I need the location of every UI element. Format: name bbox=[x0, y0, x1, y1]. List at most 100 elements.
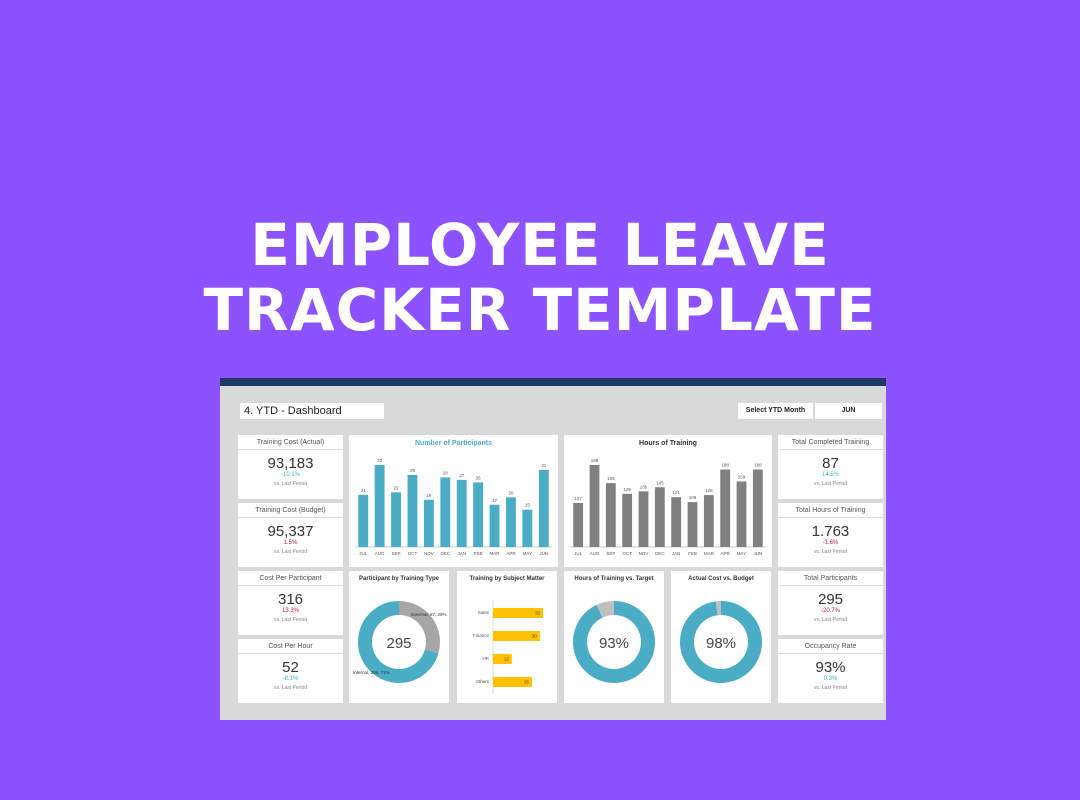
tick-label: HR bbox=[483, 656, 490, 661]
data-label: 26 bbox=[476, 475, 482, 480]
training-type-panel: Participant by Training Type 295 External… bbox=[349, 571, 449, 703]
kpi-subtext: vs. Last Period bbox=[813, 617, 848, 623]
donut-slice bbox=[573, 601, 655, 683]
data-label: 188 bbox=[754, 463, 762, 468]
data-label: 188 bbox=[721, 463, 729, 468]
tick-label: NOV bbox=[424, 551, 434, 556]
subject-matter-bar-chart: Sales 32 Finance 30 HR 12 Others 25 bbox=[473, 600, 543, 694]
kpi-value: 93% bbox=[815, 659, 846, 676]
tick-label: SEP bbox=[392, 551, 401, 556]
kpi-value: 295 bbox=[817, 591, 844, 608]
data-label: 129 bbox=[623, 487, 631, 492]
kpi-change: -10.1% bbox=[280, 472, 300, 478]
bar bbox=[358, 494, 369, 547]
bar bbox=[522, 509, 533, 547]
tick-label: Others bbox=[475, 679, 489, 684]
kpi-change: -8.1% bbox=[282, 676, 299, 682]
data-label: 22 bbox=[394, 485, 400, 490]
donut-slice bbox=[358, 601, 439, 683]
bar bbox=[736, 481, 747, 547]
kpi-subtext: vs. Last Period bbox=[813, 481, 848, 487]
bar bbox=[638, 491, 649, 547]
bar bbox=[391, 492, 401, 547]
participants-bar-chart: 21 JUL 33 AUG 22 SEP 29 OCT 19 NOV 28 DEC 27 JAN 26 FEB… bbox=[355, 458, 552, 556]
tick-label: Sales bbox=[478, 610, 490, 615]
kpi-value: 52 bbox=[282, 659, 299, 676]
donut-slice bbox=[680, 601, 762, 683]
kpi-subtext: vs. Last Period bbox=[813, 685, 848, 691]
kpi-change: 14.5% bbox=[821, 472, 839, 478]
tick-label: MAR bbox=[704, 551, 715, 556]
kpi-value: 1.763 bbox=[811, 523, 850, 540]
donut-center-label: 295 bbox=[386, 635, 411, 652]
donut-center-label: 93% bbox=[599, 635, 629, 652]
headline-line-1: EMPLOYEE LEAVE bbox=[250, 211, 830, 279]
bar bbox=[538, 469, 549, 547]
tick-label: JUN bbox=[753, 551, 762, 556]
hours-target-donut: 93% bbox=[573, 601, 655, 683]
bar bbox=[605, 483, 616, 547]
data-label: 30 bbox=[532, 634, 538, 639]
cost-budget-donut: 98% bbox=[680, 601, 762, 683]
chart-title: Number of Participants bbox=[414, 440, 492, 447]
tick-label: APR bbox=[506, 551, 516, 556]
tick-label: OCT bbox=[622, 551, 632, 556]
select-month-label: Select YTD Month bbox=[738, 403, 813, 419]
data-label: 155 bbox=[607, 476, 615, 481]
bar bbox=[493, 631, 540, 641]
tick-label: Finance bbox=[473, 633, 490, 638]
data-label: 25 bbox=[524, 680, 530, 685]
kpi-subtext: vs. Last Period bbox=[273, 481, 308, 487]
kpi-card: Total Hours of Training 1.763 -1.6% vs. … bbox=[778, 503, 883, 567]
data-label: 28 bbox=[443, 470, 449, 475]
kpi-card: Cost Per Hour 52 -8.1% vs. Last Period bbox=[238, 639, 343, 703]
tick-label: SEP bbox=[606, 551, 615, 556]
kpi-change: -1.6% bbox=[822, 540, 839, 546]
kpi-label: Training Cost (Actual) bbox=[238, 435, 343, 450]
kpi-value: 93,183 bbox=[267, 455, 314, 472]
kpi-label: Training Cost (Budget) bbox=[238, 503, 343, 518]
bar bbox=[720, 469, 731, 547]
tick-label: FEB bbox=[474, 551, 483, 556]
chart-title: Hours of Training vs. Target bbox=[574, 576, 654, 582]
data-label: 19 bbox=[426, 493, 432, 498]
bar bbox=[440, 477, 451, 547]
kpi-subtext: vs. Last Period bbox=[813, 549, 848, 555]
data-label: 33 bbox=[377, 458, 383, 463]
kpi-value: 95,337 bbox=[267, 523, 314, 540]
bar bbox=[752, 469, 763, 547]
hours-target-panel: Hours of Training vs. Target 93% bbox=[564, 571, 664, 703]
kpi-subtext: vs. Last Period bbox=[273, 685, 308, 691]
tick-label: JAN bbox=[672, 551, 681, 556]
kpi-change: -20.7% bbox=[820, 608, 840, 614]
dashboard-screenshot: 4. YTD - Dashboard Select YTD Month JUN … bbox=[220, 378, 886, 720]
bar bbox=[456, 479, 467, 547]
tick-label: DEC bbox=[655, 551, 665, 556]
bar bbox=[407, 474, 418, 547]
bar bbox=[622, 493, 633, 547]
data-label: 159 bbox=[738, 474, 746, 479]
tick-label: JUL bbox=[359, 551, 367, 556]
bar bbox=[654, 487, 665, 547]
data-label: 32 bbox=[535, 611, 541, 616]
bar bbox=[703, 495, 714, 547]
slice-label: External, 87, 29% bbox=[411, 612, 447, 617]
kpi-value: 87 bbox=[822, 455, 839, 472]
kpi-label: Total Completed Training bbox=[778, 435, 883, 450]
tick-label: FEB bbox=[688, 551, 697, 556]
headline-line-2: TRACKER TEMPLATE bbox=[203, 276, 877, 344]
kpi-change: 0.3% bbox=[823, 676, 838, 682]
tick-label: DEC bbox=[441, 551, 451, 556]
data-label: 27 bbox=[459, 473, 465, 478]
tick-label: AUG bbox=[375, 551, 385, 556]
top-bar bbox=[220, 378, 886, 386]
tick-label: AUG bbox=[590, 551, 600, 556]
kpi-card: Occupancy Rate 93% 0.3% vs. Last Period bbox=[778, 639, 883, 703]
donut-center-label: 98% bbox=[706, 635, 736, 652]
bar bbox=[671, 497, 682, 547]
data-label: 126 bbox=[705, 488, 713, 493]
kpi-label: Total Hours of Training bbox=[778, 503, 883, 518]
month-select[interactable]: JUN bbox=[815, 403, 882, 419]
kpi-card: Total Completed Training 87 14.5% vs. La… bbox=[778, 435, 883, 499]
tick-label: APR bbox=[721, 551, 731, 556]
